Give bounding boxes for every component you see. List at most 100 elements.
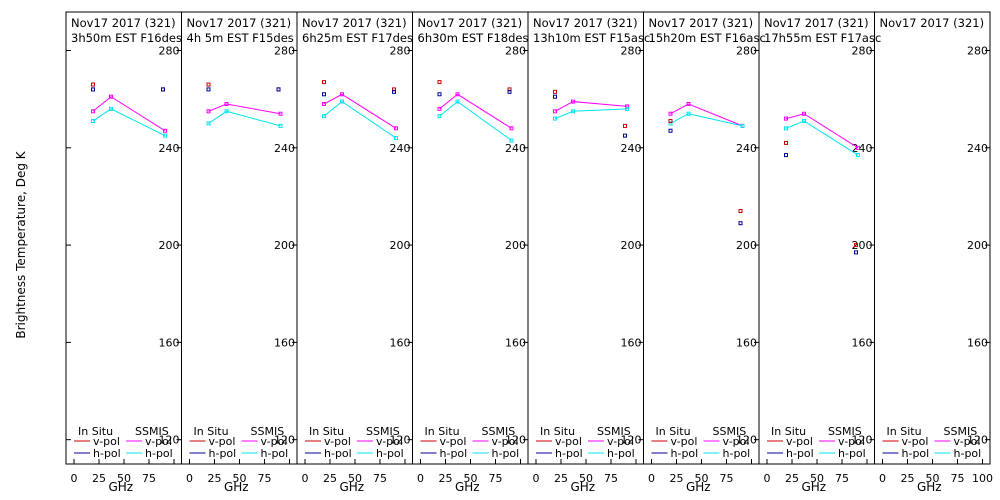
x-tick-label: 25 [323, 472, 337, 485]
panel-2: Nov17 2017 (321)4h 5m EST F15des 120 160 20… [181, 11, 298, 494]
legend-label: h-pol [671, 447, 699, 460]
point-insitu-v [553, 89, 557, 94]
legend-label: v-pol [376, 435, 403, 448]
panel-title-date: Nov17 2017 (321) [418, 16, 523, 30]
point-insitu-h [276, 87, 281, 92]
panel-frame [758, 11, 875, 465]
legend-label: h-pol [209, 447, 237, 460]
panel-title-time: 6h25m EST F17des [302, 31, 413, 45]
x-tick-label: 75 [489, 472, 503, 485]
x-tick-label: 75 [604, 472, 618, 485]
panel-title-date: Nov17 2017 (321) [880, 16, 985, 30]
y-tick-label: 280 [159, 44, 180, 57]
y-tick-label: 120 [852, 434, 873, 447]
x-axis-label: GHz [455, 480, 480, 494]
x-tick-label: 50 [579, 472, 593, 485]
point-ssmis-h [322, 114, 326, 119]
point-insitu-v [91, 82, 95, 87]
legend-label: v-pol [93, 435, 120, 448]
point-ssmis-h [340, 99, 344, 104]
y-tick-label: 120 [390, 434, 411, 447]
panel-frame [181, 11, 298, 465]
point-insitu-v [668, 119, 673, 124]
series-line-ssmis-v [323, 93, 397, 129]
x-tick-label: 0 [71, 472, 78, 485]
y-tick-label: 200 [390, 239, 411, 252]
legend-label: h-pol [492, 447, 520, 460]
point-ssmis-v [437, 106, 442, 111]
legend-ssmis: SSMIS [713, 425, 747, 438]
legend-label: v-pol [902, 435, 929, 448]
y-tick-label: 240 [852, 142, 873, 155]
x-tick-label: 75 [720, 472, 734, 485]
point-insitu-h [854, 250, 858, 255]
legend-in-situ: In Situ [425, 425, 460, 438]
point-insitu-h [91, 87, 95, 92]
point-ssmis-h [856, 153, 860, 158]
x-tick-label: 50 [348, 472, 362, 485]
panel-title-date: Nov17 2017 (321) [71, 16, 176, 30]
point-ssmis-v [394, 126, 398, 131]
panel-frame [296, 11, 413, 465]
point-ssmis-v [509, 126, 514, 131]
point-insitu-h [553, 94, 557, 99]
legend-label: v-pol [555, 435, 582, 448]
legend-label: h-pol [723, 447, 751, 460]
y-tick-label: 240 [736, 142, 757, 155]
point-insitu-v [623, 123, 627, 128]
legend-label: h-pol [145, 447, 173, 460]
point-ssmis-v [206, 109, 211, 114]
x-axis-label: GHz [224, 480, 249, 494]
legend-in-situ: In Situ [540, 425, 575, 438]
y-tick-label: 280 [852, 44, 873, 57]
point-ssmis-v [224, 102, 229, 106]
legend-label: v-pol [209, 435, 236, 448]
point-ssmis-h [91, 119, 95, 124]
x-axis-label: GHz [801, 480, 826, 494]
x-tick-label: 0 [302, 472, 309, 485]
legend-in-situ: In Situ [78, 425, 113, 438]
x-tick-label: 75 [258, 472, 272, 485]
point-ssmis-h [437, 114, 442, 119]
legend-ssmis: SSMIS [135, 425, 169, 438]
panel-6: Nov17 2017 (321)15h20m EST F16asc 120 160 2… [643, 11, 766, 494]
point-ssmis-h [206, 121, 211, 126]
x-tick-label: 75 [142, 472, 156, 485]
x-tick-label: 50 [926, 472, 940, 485]
y-tick-label: 280 [736, 44, 757, 57]
panel-7: Nov17 2017 (321)17h55m EST F17asc 120 160 2… [758, 11, 881, 494]
y-tick-label: 200 [852, 239, 873, 252]
series-line-ssmis-v [785, 113, 859, 149]
y-tick-label: 160 [852, 336, 873, 349]
y-tick-label: 280 [505, 44, 526, 57]
point-insitu-v [507, 87, 512, 92]
legend-label: v-pol [261, 435, 288, 448]
point-insitu-h [507, 89, 512, 94]
legend-ssmis: SSMIS [597, 425, 631, 438]
x-tick-label: 50 [233, 472, 247, 485]
series-line-ssmis-h [208, 110, 281, 127]
point-ssmis-h [668, 121, 673, 126]
point-ssmis-v [856, 145, 860, 150]
y-tick-label: 160 [736, 336, 757, 349]
point-insitu-v [392, 87, 396, 92]
series-line-ssmis-h [785, 120, 859, 156]
y-tick-label: 200 [621, 239, 642, 252]
series-line-ssmis-h [92, 108, 166, 137]
point-insitu-h [322, 92, 326, 97]
panel-title-date: Nov17 2017 (321) [187, 16, 292, 30]
x-tick-label: 75 [835, 472, 849, 485]
x-tick-label: 0 [186, 472, 193, 485]
x-tick-label: 100 [972, 472, 993, 485]
legend-in-situ: In Situ [656, 425, 691, 438]
legend-label: h-pol [786, 447, 814, 460]
panel-title-date: Nov17 2017 (321) [533, 16, 638, 30]
x-tick-label: 25 [785, 472, 799, 485]
legend-label: h-pol [555, 447, 583, 460]
legend-label: v-pol [838, 435, 865, 448]
panel-3: Nov17 2017 (321)6h25m EST F17des 120 160 20… [296, 11, 413, 494]
point-insitu-v [854, 243, 858, 248]
y-tick-label: 160 [967, 336, 988, 349]
legend-label: h-pol [440, 447, 468, 460]
